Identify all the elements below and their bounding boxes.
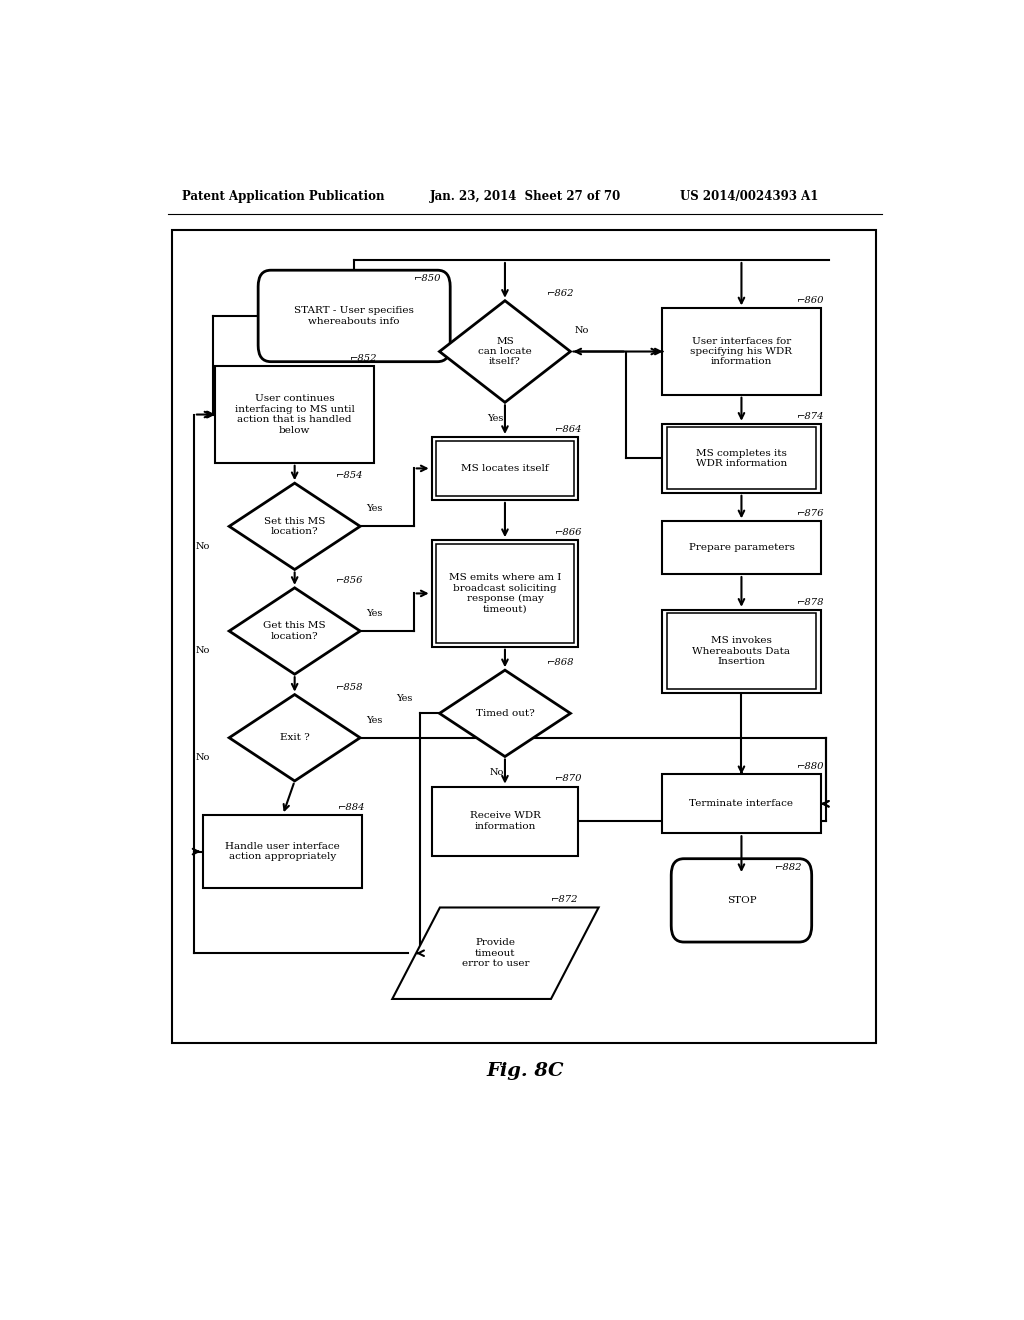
Text: Exit ?: Exit ? — [280, 733, 309, 742]
Text: No: No — [574, 326, 589, 335]
Bar — [215, 366, 374, 463]
Polygon shape — [229, 483, 360, 569]
Text: MS locates itself: MS locates itself — [461, 463, 549, 473]
Bar — [667, 614, 816, 689]
Text: ⌐874: ⌐874 — [797, 412, 824, 421]
Text: ⌐860: ⌐860 — [797, 296, 824, 305]
Bar — [431, 540, 579, 647]
Text: Timed out?: Timed out? — [475, 709, 535, 718]
Text: Get this MS
location?: Get this MS location? — [263, 622, 326, 640]
Text: ⌐850: ⌐850 — [414, 275, 441, 284]
Text: No: No — [489, 768, 504, 777]
Bar — [663, 610, 821, 693]
Bar — [436, 441, 573, 496]
Text: ⌐852: ⌐852 — [350, 354, 378, 363]
Polygon shape — [229, 694, 360, 781]
FancyBboxPatch shape — [671, 859, 812, 942]
Text: ⌐872: ⌐872 — [551, 895, 579, 904]
Text: Jan. 23, 2014  Sheet 27 of 70: Jan. 23, 2014 Sheet 27 of 70 — [430, 190, 621, 202]
Bar — [663, 424, 821, 492]
Text: ⌐862: ⌐862 — [547, 289, 574, 297]
Text: User interfaces for
specifying his WDR
information: User interfaces for specifying his WDR i… — [690, 337, 793, 367]
Text: US 2014/0024393 A1: US 2014/0024393 A1 — [680, 190, 818, 202]
Bar — [663, 521, 821, 574]
Text: ⌐878: ⌐878 — [797, 598, 824, 607]
Text: ⌐858: ⌐858 — [336, 682, 364, 692]
Text: Receive WDR
information: Receive WDR information — [470, 812, 541, 830]
Bar — [172, 230, 877, 1043]
Text: No: No — [196, 647, 210, 656]
Bar — [431, 437, 579, 500]
Text: No: No — [196, 754, 210, 762]
Bar — [663, 775, 821, 833]
Text: ⌐866: ⌐866 — [555, 528, 582, 537]
Text: Yes: Yes — [367, 715, 383, 725]
Text: Yes: Yes — [367, 609, 383, 618]
Bar — [663, 309, 821, 395]
Text: MS completes its
WDR information: MS completes its WDR information — [696, 449, 787, 467]
Polygon shape — [392, 907, 599, 999]
Text: START - User specifies
whereabouts info: START - User specifies whereabouts info — [294, 306, 414, 326]
Bar — [431, 787, 579, 855]
Text: Yes: Yes — [367, 504, 383, 513]
Text: ⌐870: ⌐870 — [555, 775, 582, 784]
Text: ⌐856: ⌐856 — [336, 576, 364, 585]
Text: MS
can locate
itself?: MS can locate itself? — [478, 337, 531, 367]
Bar — [667, 428, 816, 490]
FancyBboxPatch shape — [258, 271, 451, 362]
Polygon shape — [439, 671, 570, 756]
Bar — [436, 544, 573, 643]
Text: Patent Application Publication: Patent Application Publication — [182, 190, 384, 202]
Text: No: No — [196, 541, 210, 550]
Text: Prepare parameters: Prepare parameters — [688, 544, 795, 552]
Text: Fig. 8C: Fig. 8C — [486, 1063, 563, 1080]
Text: Set this MS
location?: Set this MS location? — [264, 516, 326, 536]
Text: ⌐882: ⌐882 — [775, 863, 803, 873]
Text: ⌐864: ⌐864 — [555, 425, 582, 434]
Text: MS emits where am I
broadcast soliciting
response (may
timeout): MS emits where am I broadcast soliciting… — [449, 573, 561, 614]
Text: ⌐868: ⌐868 — [547, 659, 574, 667]
Text: Yes: Yes — [396, 694, 413, 704]
Text: User continues
interfacing to MS until
action that is handled
below: User continues interfacing to MS until a… — [234, 395, 354, 434]
Text: ⌐884: ⌐884 — [338, 803, 366, 812]
Text: STOP: STOP — [727, 896, 757, 906]
Text: Terminate interface: Terminate interface — [689, 800, 794, 808]
Text: ⌐876: ⌐876 — [797, 510, 824, 519]
Bar — [204, 814, 362, 888]
Text: ⌐880: ⌐880 — [797, 762, 824, 771]
Text: Provide
timeout
error to user: Provide timeout error to user — [462, 939, 529, 968]
Text: ⌐854: ⌐854 — [336, 471, 364, 480]
Text: Yes: Yes — [487, 413, 504, 422]
Polygon shape — [439, 301, 570, 403]
Text: Handle user interface
action appropriately: Handle user interface action appropriate… — [225, 842, 340, 861]
Polygon shape — [229, 587, 360, 675]
Text: MS invokes
Whereabouts Data
Insertion: MS invokes Whereabouts Data Insertion — [692, 636, 791, 667]
